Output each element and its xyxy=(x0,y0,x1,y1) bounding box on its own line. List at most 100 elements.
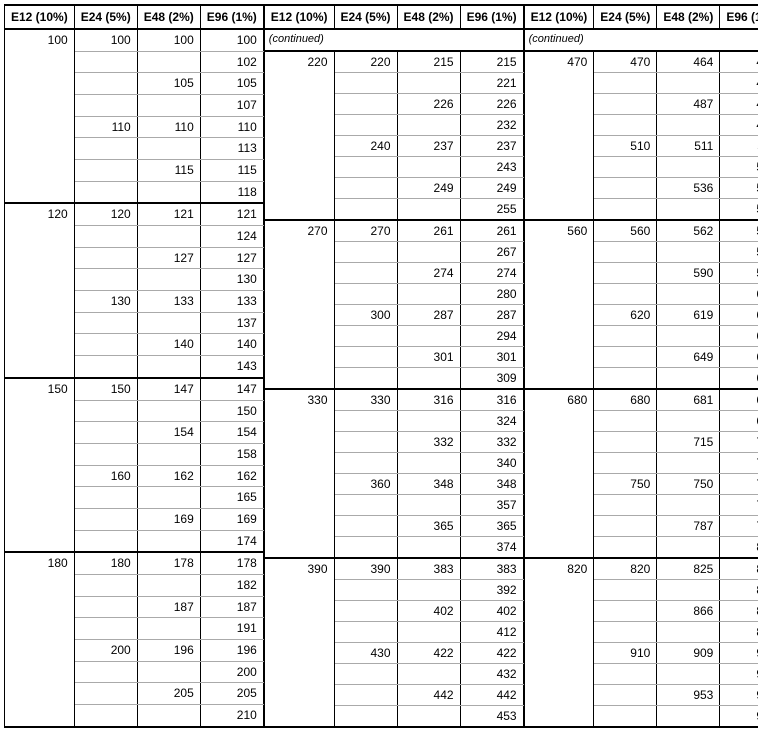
e24-cell xyxy=(74,574,137,596)
e24-cell xyxy=(74,356,137,378)
e48-cell xyxy=(657,326,720,347)
e48-cell: 187 xyxy=(137,596,200,618)
e24-cell xyxy=(334,347,397,368)
e96-cell: 261 xyxy=(460,220,523,242)
e48-cell: 953 xyxy=(657,685,720,706)
e24-cell xyxy=(74,334,137,356)
e96-cell: 127 xyxy=(200,247,263,269)
e24-cell: 150 xyxy=(74,378,137,400)
e96-cell: 232 xyxy=(460,115,523,136)
e96-cell: 178 xyxy=(200,552,263,574)
e24-cell xyxy=(334,73,397,94)
e96-cell: 475 xyxy=(720,73,758,94)
e24-cell xyxy=(594,368,657,390)
e24-cell xyxy=(334,516,397,537)
e24-cell xyxy=(74,596,137,618)
e24-cell xyxy=(74,487,137,509)
e24-cell xyxy=(74,312,137,334)
e48-cell xyxy=(657,284,720,305)
e96-cell: 698 xyxy=(720,411,758,432)
e96-cell: 887 xyxy=(720,622,758,643)
e96-cell: 374 xyxy=(460,537,523,559)
e24-cell: 240 xyxy=(334,136,397,157)
e48-cell: 464 xyxy=(657,51,720,73)
e24-cell xyxy=(594,453,657,474)
e24-cell: 300 xyxy=(334,305,397,326)
e96-cell: 715 xyxy=(720,432,758,453)
e24-cell xyxy=(334,115,397,136)
e48-cell: 178 xyxy=(137,552,200,574)
e48-cell: 105 xyxy=(137,73,200,95)
e96-cell: 243 xyxy=(460,157,523,178)
e48-cell xyxy=(397,495,460,516)
e48-cell: 316 xyxy=(397,389,460,411)
e48-cell xyxy=(137,661,200,683)
e96-cell: 422 xyxy=(460,643,523,664)
e48-cell: 402 xyxy=(397,601,460,622)
e24-cell: 220 xyxy=(334,51,397,73)
e24-cell: 560 xyxy=(594,220,657,242)
e96-cell: 324 xyxy=(460,411,523,432)
e96-cell: 866 xyxy=(720,601,758,622)
e96-cell: 464 xyxy=(720,51,758,73)
e24-cell xyxy=(594,115,657,136)
e48-cell: 226 xyxy=(397,94,460,115)
e48-cell: 909 xyxy=(657,643,720,664)
e24-cell xyxy=(334,242,397,263)
e24-cell: 270 xyxy=(334,220,397,242)
e96-cell: 649 xyxy=(720,347,758,368)
e24-cell xyxy=(74,661,137,683)
e96-cell: 549 xyxy=(720,199,758,221)
e24-cell xyxy=(74,618,137,640)
e12-cell: 270 xyxy=(264,220,334,389)
e96-cell: 226 xyxy=(460,94,523,115)
e96-cell: 210 xyxy=(200,704,263,727)
e48-cell xyxy=(137,443,200,465)
e96-cell: 402 xyxy=(460,601,523,622)
e48-cell: 511 xyxy=(657,136,720,157)
e24-cell xyxy=(74,181,137,203)
e48-cell: 237 xyxy=(397,136,460,157)
e24-cell xyxy=(594,580,657,601)
e96-cell: 110 xyxy=(200,116,263,138)
e48-cell xyxy=(397,326,460,347)
e24-cell xyxy=(594,432,657,453)
e48-cell xyxy=(657,199,720,221)
e96-cell: 165 xyxy=(200,487,263,509)
e96-cell: 187 xyxy=(200,596,263,618)
e-series-table: E12 (10%)E24 (5%)E48 (2%)E96 (1%)(contin… xyxy=(524,4,758,728)
e24-cell xyxy=(334,263,397,284)
e24-cell xyxy=(594,73,657,94)
e96-cell: 107 xyxy=(200,95,263,117)
e24-cell xyxy=(334,580,397,601)
e48-cell xyxy=(137,51,200,73)
e96-cell: 301 xyxy=(460,347,523,368)
e48-cell xyxy=(397,73,460,94)
e24-cell xyxy=(334,495,397,516)
e24-cell xyxy=(334,368,397,390)
e96-cell: 205 xyxy=(200,683,263,705)
e24-cell xyxy=(74,73,137,95)
e24-cell: 160 xyxy=(74,465,137,487)
e48-cell xyxy=(137,138,200,160)
e24-cell xyxy=(594,326,657,347)
e48-cell: 681 xyxy=(657,389,720,411)
e96-cell: 316 xyxy=(460,389,523,411)
e48-cell: 261 xyxy=(397,220,460,242)
e96-cell: 332 xyxy=(460,432,523,453)
e96-cell: 976 xyxy=(720,706,758,728)
e48-cell xyxy=(657,73,720,94)
e48-cell: 562 xyxy=(657,220,720,242)
e96-cell: 357 xyxy=(460,495,523,516)
e48-cell xyxy=(397,242,460,263)
e96-cell: 499 xyxy=(720,115,758,136)
e48-cell: 442 xyxy=(397,685,460,706)
e96-cell: 768 xyxy=(720,495,758,516)
e48-cell xyxy=(657,411,720,432)
e48-cell xyxy=(137,226,200,248)
e24-cell xyxy=(594,706,657,728)
e12-cell: 470 xyxy=(524,51,594,220)
e48-cell: 750 xyxy=(657,474,720,495)
e48-cell xyxy=(657,706,720,728)
e96-cell: 750 xyxy=(720,474,758,495)
